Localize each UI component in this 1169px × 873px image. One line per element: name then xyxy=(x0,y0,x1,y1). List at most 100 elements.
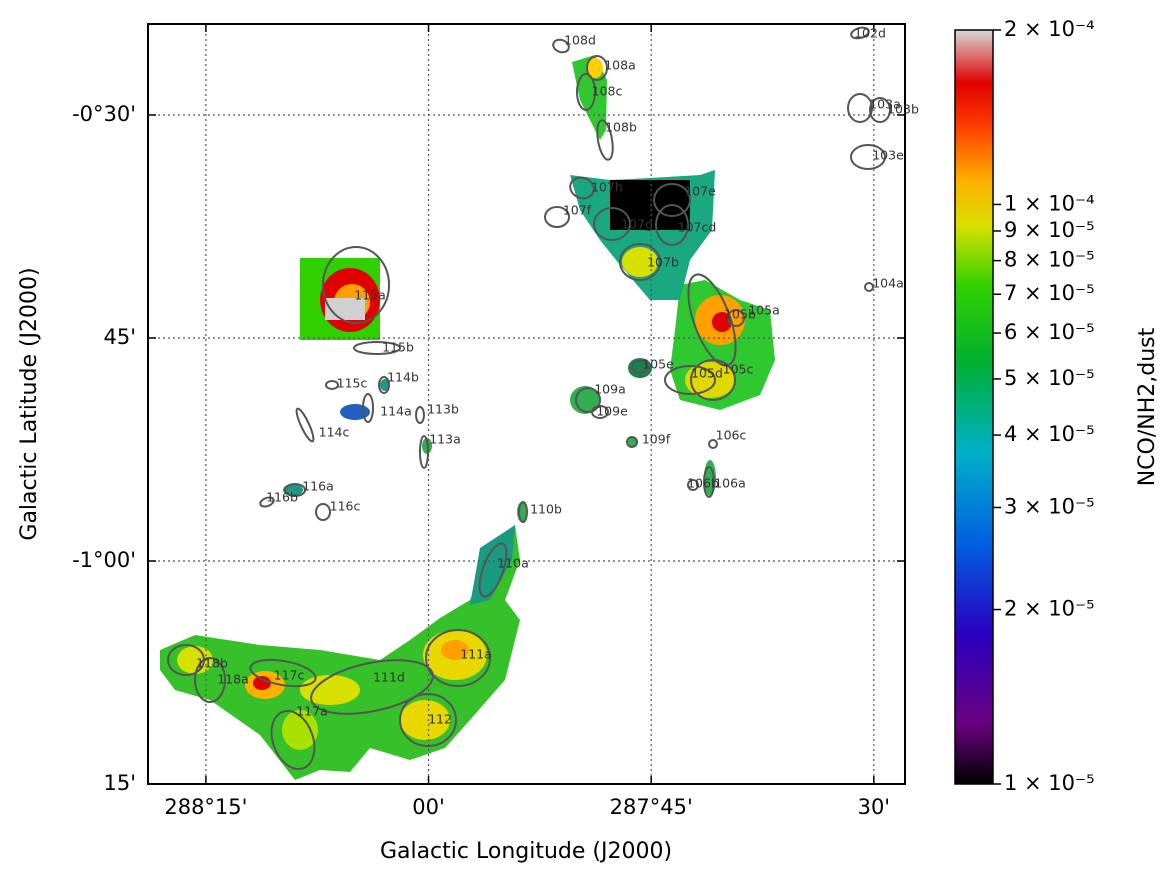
region-outline xyxy=(270,709,316,771)
region-label: 111d xyxy=(373,670,405,685)
region-outline xyxy=(194,657,226,703)
region-outline xyxy=(593,207,631,241)
region-outline xyxy=(249,658,317,688)
region-label: 117a xyxy=(296,704,328,719)
colorbar-tick-label: 8 × 10⁻⁵ xyxy=(1004,248,1095,272)
region-outline xyxy=(727,309,745,327)
region-label: 105d xyxy=(691,366,723,381)
region-label: 108c xyxy=(592,84,623,99)
region-label: 117c xyxy=(274,668,305,683)
region-label: 103a xyxy=(869,97,901,112)
region-outline xyxy=(353,341,401,355)
region-outline xyxy=(544,206,570,228)
colorbar-tick-label: 5 × 10⁻⁵ xyxy=(1004,366,1095,390)
region-label: 108d xyxy=(564,33,596,48)
region-label: 115c xyxy=(337,376,368,391)
region-outline xyxy=(703,466,715,498)
region-label: 116b xyxy=(266,490,298,505)
colorbar-label: NCO/NH2,dust xyxy=(1135,327,1160,486)
region-outline xyxy=(415,406,425,424)
region-label: 105c xyxy=(723,362,754,377)
region-outline xyxy=(322,246,390,324)
region-outline xyxy=(310,659,434,715)
region-label: 107h xyxy=(591,180,623,195)
region-label: 112 xyxy=(428,712,452,727)
region-outline xyxy=(478,542,508,598)
region-outline xyxy=(575,387,601,413)
region-label: 107e xyxy=(684,184,716,199)
x-tick-label: 287°45' xyxy=(610,795,693,819)
region-outline xyxy=(569,176,595,200)
region-label: 110a xyxy=(497,556,529,571)
region-label: 113a xyxy=(429,432,461,447)
region-outline xyxy=(591,405,609,419)
region-outline xyxy=(425,629,491,687)
region-outline xyxy=(850,26,870,40)
region-label: 116c xyxy=(330,499,361,514)
region-label: 103e xyxy=(872,148,904,163)
region-label: 111a xyxy=(460,647,492,662)
region-label: 116a xyxy=(302,479,334,494)
region-outline xyxy=(315,503,331,521)
region-outline xyxy=(847,93,873,123)
region-label: 114c xyxy=(319,425,350,440)
region-outline xyxy=(631,360,649,374)
x-tick-label: 30' xyxy=(858,795,891,819)
y-tick-label: -0°30' xyxy=(72,102,136,126)
region-outline xyxy=(690,359,736,401)
grid xyxy=(148,24,905,785)
region-outline xyxy=(619,243,661,281)
region-label: 114a xyxy=(380,404,412,419)
y-tick-label: 45' xyxy=(104,325,137,349)
region-label: 118a xyxy=(217,672,249,687)
region-outline xyxy=(576,73,596,111)
colorbar-tick-label: 2 × 10⁻⁴ xyxy=(1004,17,1095,41)
region-label: 102d xyxy=(854,26,886,41)
x-tick-label: 00' xyxy=(412,795,445,819)
region-label: 107f xyxy=(563,203,592,218)
colorbar xyxy=(954,29,994,785)
region-label: 114b xyxy=(387,370,419,385)
region-outlines xyxy=(167,26,891,771)
region-outline xyxy=(626,436,638,448)
region-label: 109f xyxy=(642,432,671,447)
region-outline xyxy=(850,144,886,170)
plot-frame xyxy=(147,23,906,785)
region-outline xyxy=(664,365,716,395)
colorbar-tick-label: 7 × 10⁻⁵ xyxy=(1004,281,1095,305)
colorbar-tick-label: 2 × 10⁻⁵ xyxy=(1004,597,1095,621)
region-label: 107cd xyxy=(678,220,717,235)
region-label: 118b xyxy=(196,656,228,671)
region-outline xyxy=(518,501,528,523)
region-label: 106c xyxy=(716,428,747,443)
colorbar-tick-label: 6 × 10⁻⁵ xyxy=(1004,320,1095,344)
region-outline xyxy=(419,435,429,469)
region-label: 109e xyxy=(596,404,628,419)
x-axis-label: Galactic Longitude (J2000) xyxy=(380,839,672,864)
region-label: 105a xyxy=(748,303,780,318)
region-label: 115b xyxy=(382,340,414,355)
region-outline xyxy=(295,407,315,443)
region-outline xyxy=(596,119,614,161)
region-outline xyxy=(284,483,306,497)
region-outline xyxy=(655,204,689,246)
region-label: 110b xyxy=(530,502,562,517)
x-tick-label: 288°15' xyxy=(164,795,247,819)
region-label: 107b xyxy=(647,255,679,270)
colorbar-tick-label: 1 × 10⁻⁵ xyxy=(1004,771,1095,795)
region-label: 105b xyxy=(724,307,756,322)
region-outline xyxy=(708,439,718,449)
region-label: 108a xyxy=(604,58,636,73)
region-label: 103b xyxy=(887,102,919,117)
colorbar-tick-label: 1 × 10⁻⁴ xyxy=(1004,191,1095,215)
region-outline xyxy=(552,38,570,54)
region-label: 108b xyxy=(605,120,637,135)
region-label: 104a xyxy=(872,276,904,291)
region-label: 115a xyxy=(354,288,386,303)
region-label: 109a xyxy=(594,382,626,397)
region-outline xyxy=(869,97,891,123)
region-label: 105e xyxy=(642,357,674,372)
region-label: 106b xyxy=(687,476,719,491)
map-image xyxy=(160,55,775,780)
